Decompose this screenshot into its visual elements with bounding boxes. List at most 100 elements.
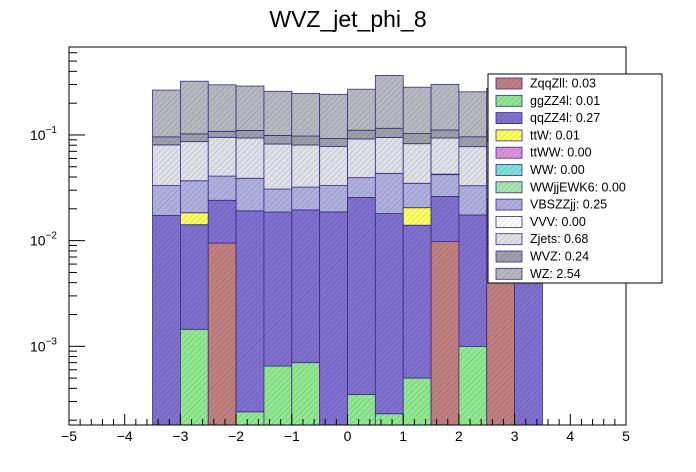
bar-hatch-qqZZ4l-11	[458, 214, 487, 347]
x-tick-label: 3	[511, 428, 519, 444]
bar-hatch-ggZZ4l-11	[458, 346, 487, 425]
legend-swatch-hatch-WW	[496, 164, 522, 176]
bar-hatch-WZ-3	[236, 86, 264, 131]
legend-swatch-hatch-WZ	[496, 268, 522, 280]
x-tick-label: −4	[117, 428, 133, 444]
legend-swatch-hatch-ggZZ4l	[496, 95, 522, 107]
bar-hatch-WVZ-5	[291, 136, 320, 145]
legend-label-WVZ: WVZ: 0.24	[530, 250, 589, 264]
bar-hatch-VBSZZjj-7	[347, 177, 376, 198]
bar-hatch-WZ-10	[431, 84, 459, 131]
legend-swatch-hatch-VVV	[496, 216, 522, 228]
bar-hatch-WVZ-10	[431, 130, 459, 139]
bar-hatch-Zjets-9	[403, 143, 432, 184]
legend-label-ttW: ttW: 0.01	[530, 128, 580, 142]
bar-hatch-qqZZ4l-6	[319, 211, 348, 425]
bar-hatch-WVZ-1	[180, 133, 209, 142]
x-axis: −5 −4 −3 −2 −1 0 1 2 3 4 5	[61, 414, 630, 444]
bar-hatch-ggZZ4l-4	[263, 366, 292, 425]
bar-hatch-Zjets-5	[291, 144, 320, 188]
bar-hatch-WVZ-2	[208, 131, 237, 138]
bar-hatch-ZqqZll-2	[208, 242, 237, 425]
bar-hatch-WVZ-4	[263, 135, 292, 144]
bar-hatch-WVZ-6	[319, 138, 348, 147]
bar-hatch-Zjets-4	[263, 143, 292, 190]
legend-label-WW: WW: 0.00	[530, 163, 585, 177]
bar-hatch-ggZZ4l-1	[180, 329, 209, 425]
bar-hatch-WVZ-11	[458, 136, 487, 147]
bar-hatch-WZ-8	[375, 75, 404, 129]
legend-swatch-hatch-ttWW	[496, 147, 522, 159]
x-tick-label: −2	[228, 428, 244, 444]
legend-swatch-hatch-ttW	[496, 129, 522, 141]
legend-label-VBSZZjj: VBSZZjj: 0.25	[530, 198, 607, 212]
x-tick-label: 2	[455, 428, 463, 444]
bar-hatch-ggZZ4l-3	[236, 411, 264, 425]
chart-title: WVZ_jet_phi_8	[269, 6, 426, 32]
stacked-bars	[152, 75, 543, 426]
bar-hatch-ggZZ4l-9	[403, 378, 432, 425]
bar-hatch-WZ-4	[263, 91, 292, 136]
bar-hatch-qqZZ4l-5	[291, 209, 320, 363]
legend-label-WWjjEWK6: WWjjEWK6: 0.00	[530, 180, 626, 194]
legend-box	[487, 73, 663, 284]
bar-hatch-qqZZ4l-10	[431, 196, 459, 242]
legend-label-WZ: WZ: 2.54	[530, 267, 581, 281]
x-tick-label: −1	[284, 428, 300, 444]
bar-hatch-VBSZZjj-8	[375, 173, 404, 214]
legend-swatch-hatch-ZqqZll	[496, 78, 522, 89]
bar-hatch-VBSZZjj-5	[291, 187, 320, 210]
bar-hatch-VBSZZjj-6	[319, 185, 348, 212]
x-tick-label: 0	[344, 428, 352, 444]
x-tick-label: 4	[566, 428, 574, 444]
legend-swatch-hatch-WVZ	[496, 251, 522, 262]
bar-hatch-ttW-1	[180, 212, 209, 225]
bar-hatch-WVZ-3	[236, 130, 264, 138]
x-tick-label: 1	[399, 428, 407, 444]
legend: ZqqZll: 0.03 ggZZ4l: 0.01 qqZZ4l: 0.27 ttW:…	[487, 73, 663, 284]
bar-hatch-qqZZ4l-0	[152, 215, 181, 425]
legend-label-ZqqZll: ZqqZll: 0.03	[530, 77, 596, 91]
bar-hatch-VBSZZjj-2	[208, 176, 237, 201]
bar-hatch-WZ-2	[208, 84, 237, 132]
bar-hatch-WZ-0	[152, 90, 181, 137]
bar-hatch-WZ-5	[291, 93, 320, 137]
bar-hatch-ZqqZll-10	[431, 241, 459, 425]
bar-hatch-VBSZZjj-1	[180, 180, 209, 213]
legend-swatch-hatch-Zjets	[496, 233, 522, 245]
y-tick-label: 10−3	[30, 336, 57, 354]
bar-hatch-ttW-9	[403, 207, 432, 226]
bar-hatch-qqZZ4l-3	[236, 210, 264, 412]
bar-hatch-qqZZ4l-9	[403, 225, 432, 379]
legend-swatch-hatch-qqZZ4l	[496, 112, 522, 124]
legend-swatch-hatch-WWjjEWK6	[496, 181, 522, 193]
bar-hatch-qqZZ4l-2	[208, 200, 237, 243]
bar-hatch-VBSZZjj-9	[403, 183, 432, 208]
bar-hatch-qqZZ4l-4	[263, 212, 292, 367]
legend-label-ggZZ4l: ggZZ4l: 0.01	[530, 94, 600, 108]
x-tick-label: 5	[622, 428, 630, 444]
bar-hatch-Zjets-2	[208, 137, 237, 177]
bar-hatch-VBSZZjj-0	[152, 185, 181, 216]
bar-hatch-Zjets-0	[152, 144, 181, 186]
bar-hatch-VBSZZjj-10	[431, 174, 459, 197]
bar-hatch-qqZZ4l-7	[347, 197, 376, 395]
bar-hatch-WZ-7	[347, 89, 376, 131]
legend-label-Zjets: Zjets: 0.68	[530, 232, 588, 246]
x-tick-label: −3	[172, 428, 188, 444]
bar-hatch-Zjets-7	[347, 138, 376, 178]
bar-hatch-WZ-6	[319, 94, 348, 139]
bar-hatch-qqZZ4l-1	[180, 224, 209, 330]
bar-hatch-Zjets-8	[375, 137, 404, 174]
bar-hatch-WVZ-7	[347, 130, 376, 139]
bar-hatch-Zjets-10	[431, 138, 459, 175]
bar-hatch-WVZ-9	[403, 133, 432, 144]
bar-hatch-Zjets-6	[319, 146, 348, 186]
legend-label-qqZZ4l: qqZZ4l: 0.27	[530, 111, 600, 125]
x-tick-label: −5	[61, 428, 77, 444]
bar-hatch-VBSZZjj-4	[263, 189, 292, 213]
bar-hatch-ggZZ4l-7	[347, 394, 376, 425]
bar-hatch-WZ-11	[458, 91, 487, 137]
bar-hatch-Zjets-3	[236, 137, 264, 179]
